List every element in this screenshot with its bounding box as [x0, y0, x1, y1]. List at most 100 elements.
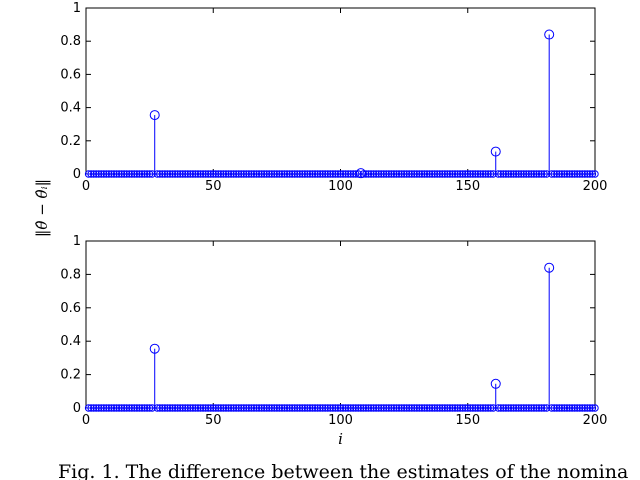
stem-marker [262, 170, 271, 178]
stem-marker [565, 170, 574, 178]
stem-marker [576, 170, 584, 178]
stem-marker [107, 404, 116, 412]
stem-marker [509, 170, 518, 178]
stem-marker [471, 170, 480, 178]
y-tick-label: 0 [73, 167, 81, 182]
stem-marker [97, 170, 105, 178]
stem-marker [298, 170, 307, 178]
stem-marker [408, 170, 416, 178]
stem-marker [324, 170, 332, 178]
stem-marker [436, 170, 444, 178]
stem-marker [461, 404, 469, 412]
stem-marker [242, 170, 251, 178]
stem-marker [252, 170, 261, 178]
stem-marker [446, 404, 454, 412]
y-tick-label: 0.6 [60, 67, 81, 82]
stem-marker [120, 170, 128, 178]
stem-marker [217, 404, 225, 412]
stem-marker [573, 404, 581, 412]
stem-marker [235, 404, 243, 412]
x-tick-label: 200 [583, 179, 608, 194]
stem-marker [329, 170, 337, 178]
stem-marker [301, 170, 309, 178]
stem-marker [227, 404, 235, 412]
stem-marker [441, 170, 449, 178]
y-tick-label: 0.4 [60, 101, 81, 116]
stem-marker [133, 170, 141, 178]
stem-marker [476, 404, 485, 412]
stem-marker [451, 404, 459, 412]
stem-marker [283, 170, 291, 178]
stem-marker [224, 404, 233, 412]
stem-marker [196, 404, 205, 412]
stem-marker [469, 170, 477, 178]
stem-marker [430, 404, 439, 412]
stem-marker [392, 170, 401, 178]
stem-marker [161, 170, 169, 178]
stem-marker [262, 404, 271, 412]
stem-marker [402, 170, 411, 178]
stem-marker [270, 404, 279, 412]
stem-marker [481, 404, 490, 412]
stem-marker [153, 170, 161, 178]
stem-marker [199, 404, 207, 412]
stem-marker [303, 170, 312, 178]
stem-marker [542, 170, 551, 178]
stem-marker [346, 170, 355, 178]
stem-marker [306, 404, 314, 412]
stem-marker [535, 170, 543, 178]
stem-marker [359, 170, 368, 178]
stem-marker [377, 404, 385, 412]
stem-marker [453, 170, 462, 178]
stem-marker [527, 404, 536, 412]
stem-marker [260, 170, 268, 178]
stem-marker [504, 404, 513, 412]
stem-marker [102, 170, 111, 178]
stem-marker [235, 170, 243, 178]
stem-marker [191, 170, 200, 178]
stem-marker [199, 170, 207, 178]
stem-marker [484, 170, 492, 178]
stem-marker [573, 170, 581, 178]
stem-marker [326, 170, 335, 178]
stem-marker [395, 170, 403, 178]
stem-marker [219, 170, 228, 178]
stem-marker [184, 170, 192, 178]
y-tick-label: 0.8 [60, 34, 81, 49]
stem-peak-marker [544, 262, 555, 273]
stem-marker [372, 170, 380, 178]
stem-marker [474, 404, 482, 412]
x-tick-label: 50 [205, 413, 222, 428]
stem-marker [387, 170, 396, 178]
stem-marker [92, 170, 100, 178]
stem-marker [385, 404, 393, 412]
stem-marker [237, 404, 245, 412]
stem-marker [84, 170, 93, 178]
stem-marker [517, 170, 525, 178]
stem-marker [568, 404, 576, 412]
stem-marker [278, 404, 286, 412]
stem-marker [130, 170, 139, 178]
stem-marker [265, 170, 273, 178]
stem-marker [507, 170, 515, 178]
stem-marker [458, 170, 467, 178]
stem-marker [563, 170, 571, 178]
stem-marker [176, 170, 184, 178]
stem-marker [296, 404, 304, 412]
stem-marker [280, 170, 289, 178]
stem-marker [186, 170, 195, 178]
stem-marker [275, 170, 284, 178]
stem-marker [359, 404, 368, 412]
stem-marker [578, 404, 586, 412]
stem-marker [344, 404, 352, 412]
stem-marker [313, 404, 322, 412]
stem-marker [377, 170, 385, 178]
stem-marker [232, 404, 240, 412]
stem-marker [456, 170, 464, 178]
stem-marker [260, 404, 268, 412]
stem-marker [158, 404, 167, 412]
stem-marker [357, 404, 365, 412]
stem-marker [367, 404, 375, 412]
stem-marker [171, 170, 179, 178]
stem-marker [448, 404, 457, 412]
